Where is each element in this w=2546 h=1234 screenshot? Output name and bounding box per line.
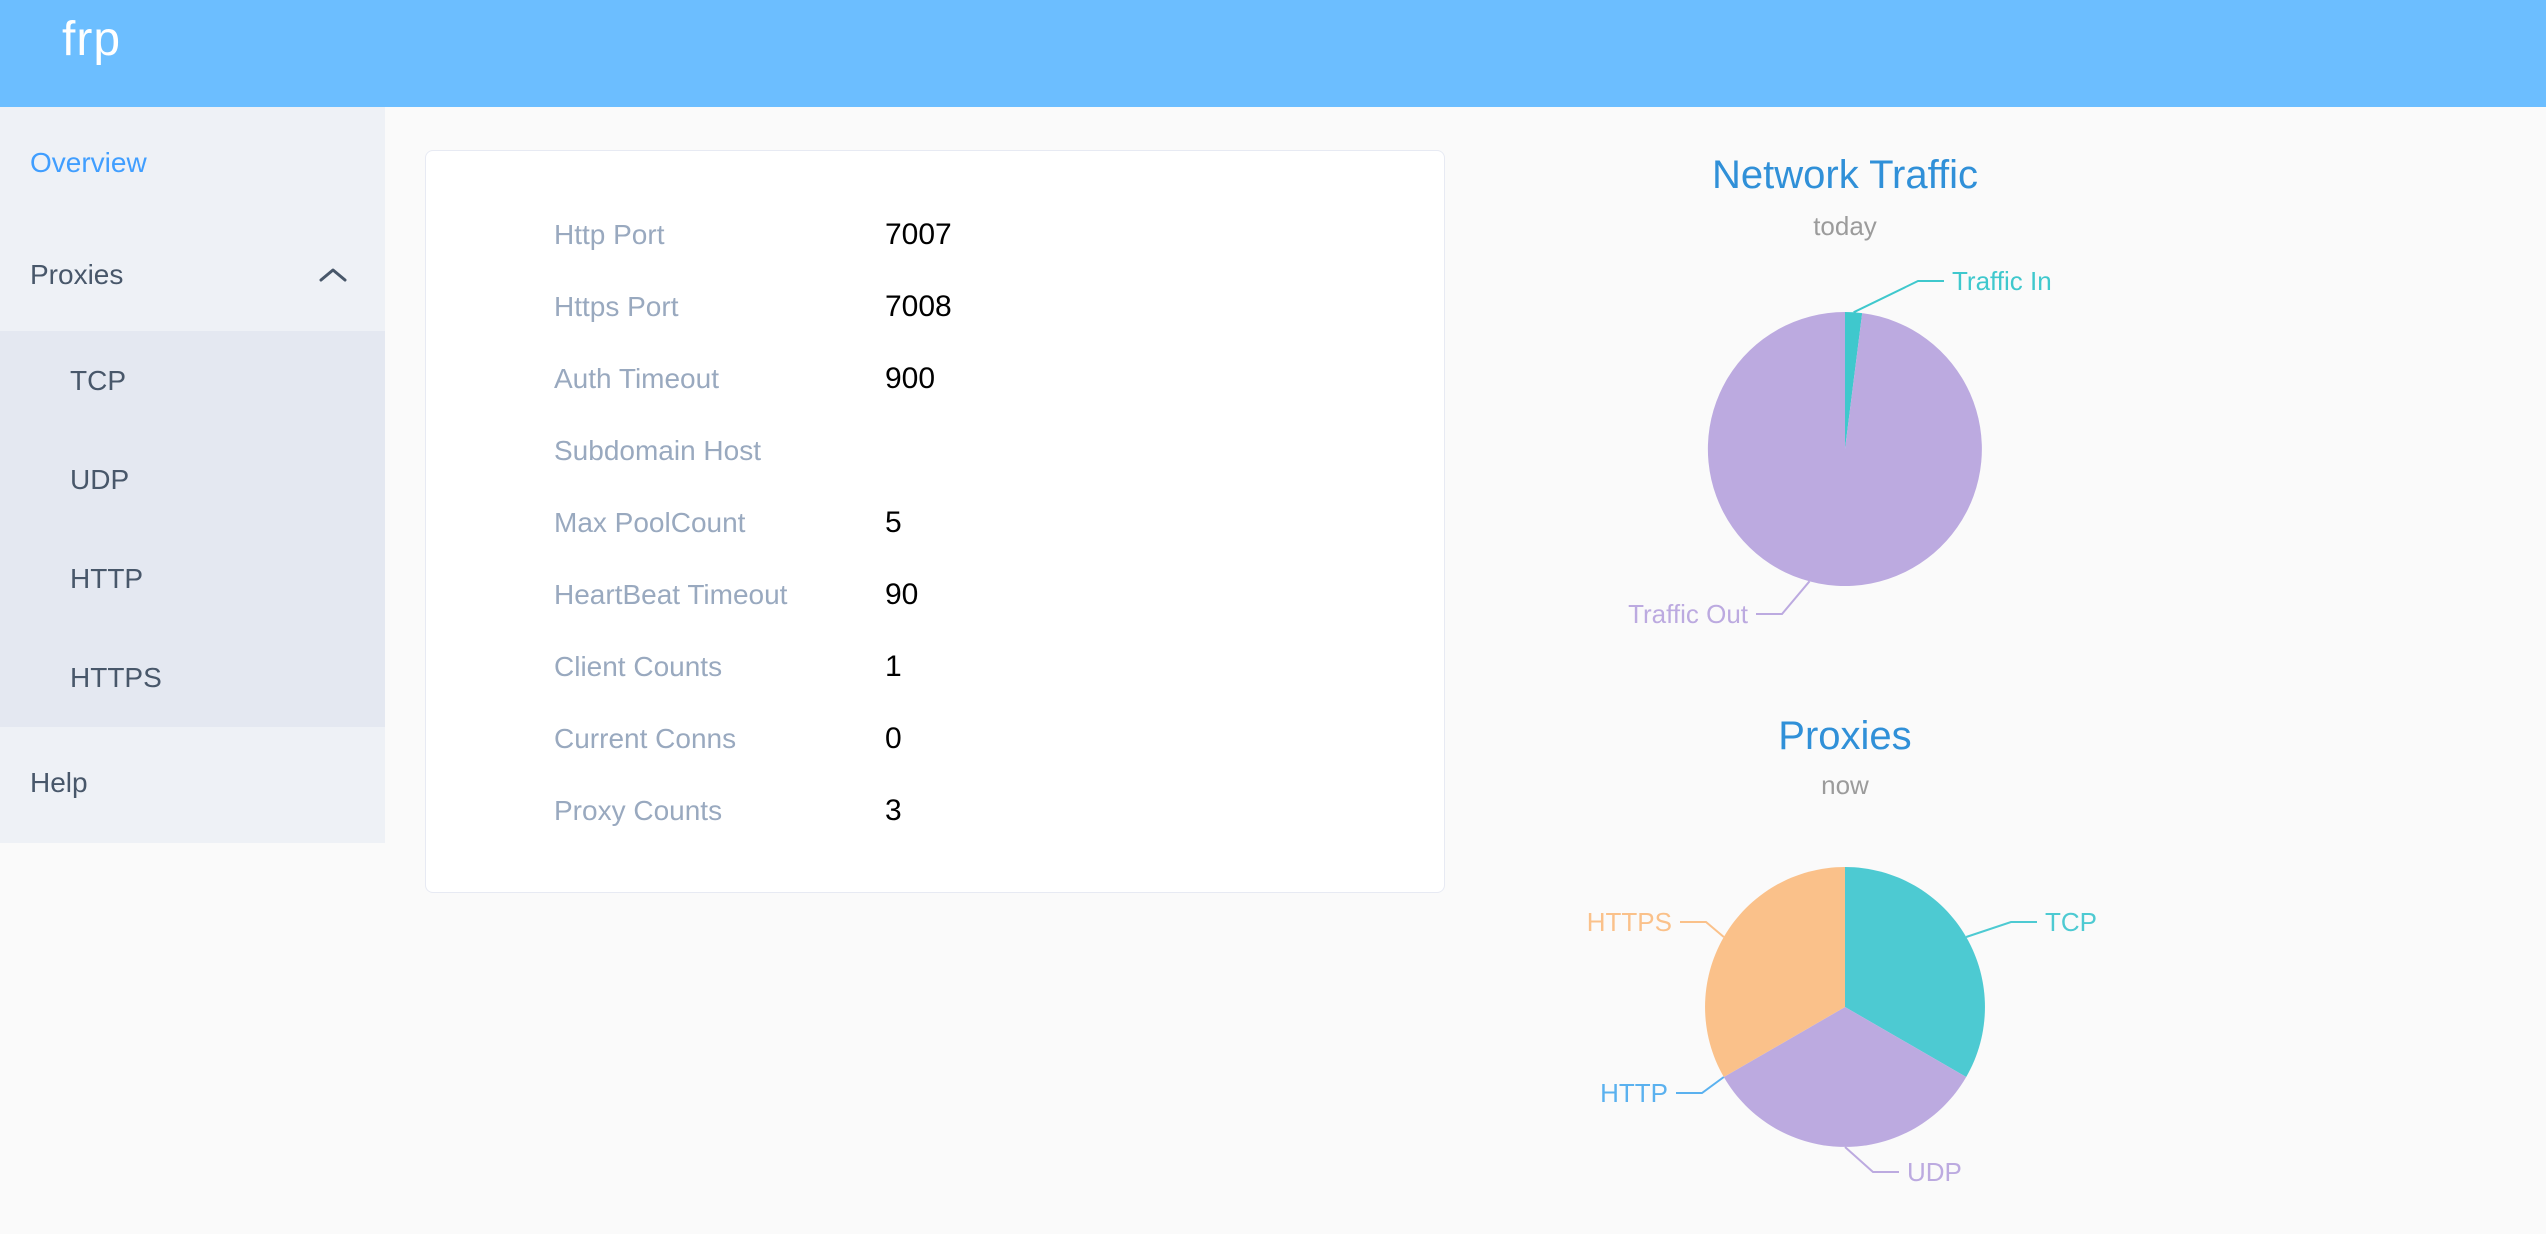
config-label: Client Counts	[554, 651, 723, 682]
app-logo: frp	[62, 13, 122, 66]
proxies-chart-subtitle: now	[1821, 770, 1869, 800]
config-row: Max PoolCount 5	[426, 487, 1444, 559]
sidebar-item-help[interactable]: Help	[0, 727, 385, 839]
network-traffic-chart-title: Network Traffic	[1712, 153, 1978, 197]
sidebar-item-tcp[interactable]: TCP	[0, 331, 385, 430]
proxies-chart-title: Proxies	[1778, 714, 1912, 758]
config-label: Proxy Counts	[554, 795, 723, 826]
sidebar-item-label: Help	[30, 767, 88, 798]
config-value: 900	[885, 362, 936, 395]
network-traffic-pie-chart[interactable]: Traffic In Traffic Out	[1455, 250, 2235, 670]
config-label: Https Port	[554, 291, 679, 322]
pie-label-tcp: TCP	[2045, 907, 2097, 937]
sidebar-item-http[interactable]: HTTP	[0, 529, 385, 628]
config-value: 7008	[885, 290, 952, 323]
config-value: 1	[885, 650, 902, 683]
config-row: Subdomain Host	[426, 415, 1444, 487]
sidebar-item-https[interactable]: HTTPS	[0, 628, 385, 727]
sidebar: Overview Proxies TCP UDP HTTP HTTPS Help	[0, 107, 385, 843]
sidebar-item-label: UDP	[70, 463, 130, 495]
chevron-up-icon	[319, 268, 347, 282]
sidebar-item-label: Overview	[30, 147, 147, 178]
config-label: Http Port	[554, 219, 665, 250]
pie-label-line-traffic-in	[1853, 280, 1944, 314]
pie-slice-tcp[interactable]	[1845, 867, 1985, 1077]
network-traffic-chart-subtitle: today	[1813, 211, 1877, 241]
sidebar-item-overview[interactable]: Overview	[0, 107, 385, 219]
sidebar-item-udp[interactable]: UDP	[0, 430, 385, 529]
pie-label-line-tcp	[1965, 921, 2037, 938]
pie-label-http: HTTP	[1600, 1078, 1668, 1108]
config-label: Auth Timeout	[554, 363, 719, 394]
config-value: 5	[885, 506, 902, 539]
pie-slice-udp[interactable]	[1723, 1007, 1967, 1147]
config-label: Max PoolCount	[554, 507, 746, 538]
sidebar-item-label: HTTP	[70, 562, 144, 594]
config-row: Http Port 7007	[426, 199, 1444, 271]
config-label: Subdomain Host	[554, 435, 762, 466]
config-value: 7007	[885, 218, 952, 251]
sidebar-item-proxies[interactable]: Proxies	[0, 219, 385, 331]
pie-slice-traffic-in[interactable]	[1845, 312, 1863, 449]
config-value: 3	[885, 794, 902, 827]
config-row: Current Conns 0	[426, 703, 1444, 775]
config-label: HeartBeat Timeout	[554, 579, 788, 610]
pie-label-line-traffic-out	[1756, 580, 1811, 615]
pie-label-line-https	[1680, 921, 1725, 938]
config-label: Current Conns	[554, 723, 737, 754]
config-row: HeartBeat Timeout 90	[426, 559, 1444, 631]
sidebar-item-label: TCP	[70, 364, 126, 396]
config-value: 90	[885, 578, 919, 611]
pie-label-https: HTTPS	[1587, 907, 1672, 937]
pie-label-udp: UDP	[1907, 1157, 1962, 1187]
app-header: frp	[0, 0, 2546, 107]
config-row: Client Counts 1	[426, 631, 1444, 703]
pie-label-line-udp	[1844, 1146, 1899, 1173]
pie-slice-https[interactable]	[1705, 867, 1845, 1077]
sidebar-item-label: Proxies	[30, 259, 124, 290]
proxies-submenu: TCP UDP HTTP HTTPS	[0, 331, 385, 727]
server-config-card: Http Port 7007 Https Port 7008 Auth Time…	[425, 150, 1445, 893]
sidebar-item-label: HTTPS	[70, 661, 162, 693]
pie-label-line-http	[1676, 1076, 1725, 1094]
config-value: 0	[885, 722, 902, 755]
pie-label-traffic-in: Traffic In	[1952, 266, 2052, 296]
proxies-pie-chart[interactable]: TCP UDP HTTP HTTPS	[1455, 810, 2235, 1234]
config-row: Proxy Counts 3	[426, 775, 1444, 847]
pie-slice-traffic-out[interactable]	[1707, 311, 1982, 586]
config-row: Auth Timeout 900	[426, 343, 1444, 415]
config-row: Https Port 7008	[426, 271, 1444, 343]
pie-label-traffic-out: Traffic Out	[1628, 599, 1749, 629]
